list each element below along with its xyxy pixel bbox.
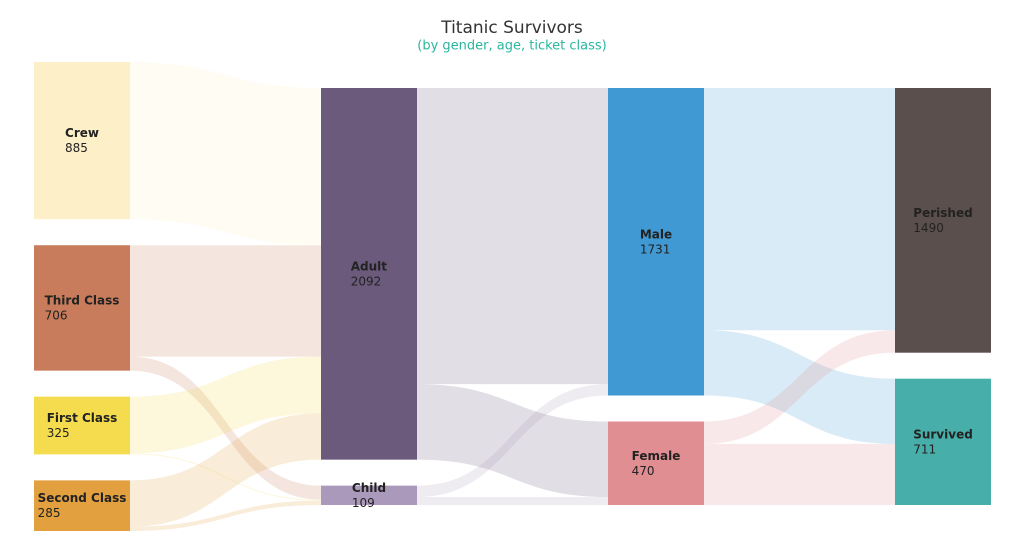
node xyxy=(34,480,130,531)
node xyxy=(895,378,991,505)
chart-subtitle: (by gender, age, ticket class) xyxy=(417,39,606,54)
node xyxy=(34,62,130,220)
link xyxy=(130,453,321,501)
link xyxy=(704,330,895,444)
link xyxy=(417,88,608,385)
node-name: Third Class xyxy=(45,293,120,307)
node-name: Adult xyxy=(351,259,388,273)
node-value: 711 xyxy=(913,442,936,456)
node xyxy=(321,485,417,505)
node-name: Child xyxy=(352,481,386,495)
node-name: Second Class xyxy=(38,491,127,505)
link xyxy=(417,497,608,505)
node-name: Male xyxy=(640,227,672,241)
node xyxy=(321,88,417,460)
node xyxy=(608,421,704,505)
node-value: 885 xyxy=(65,141,88,155)
chart-title: Titanic Survivors xyxy=(440,18,583,38)
link xyxy=(704,88,895,331)
node-name: Survived xyxy=(913,427,973,441)
node-value: 1490 xyxy=(913,221,944,235)
node-name: Perished xyxy=(913,206,972,220)
node-value: 109 xyxy=(352,496,375,510)
node xyxy=(34,245,130,371)
node xyxy=(895,88,991,353)
link xyxy=(417,384,608,498)
link xyxy=(704,443,895,505)
node-value: 470 xyxy=(632,464,655,478)
node xyxy=(34,396,130,455)
link xyxy=(130,356,321,500)
node-value: 1731 xyxy=(640,242,671,256)
node-name: Female xyxy=(632,449,681,463)
link xyxy=(130,500,321,531)
link xyxy=(130,413,321,527)
link xyxy=(130,62,321,246)
link xyxy=(130,356,321,454)
node-value: 325 xyxy=(47,426,70,440)
node-name: First Class xyxy=(47,411,118,425)
node xyxy=(608,88,704,396)
link xyxy=(704,330,895,444)
link xyxy=(417,384,608,498)
node-value: 2092 xyxy=(351,274,382,288)
node-name: Crew xyxy=(65,126,99,140)
node-value: 285 xyxy=(38,506,61,520)
links xyxy=(130,62,895,531)
node-value: 706 xyxy=(45,308,68,322)
link xyxy=(130,245,321,357)
